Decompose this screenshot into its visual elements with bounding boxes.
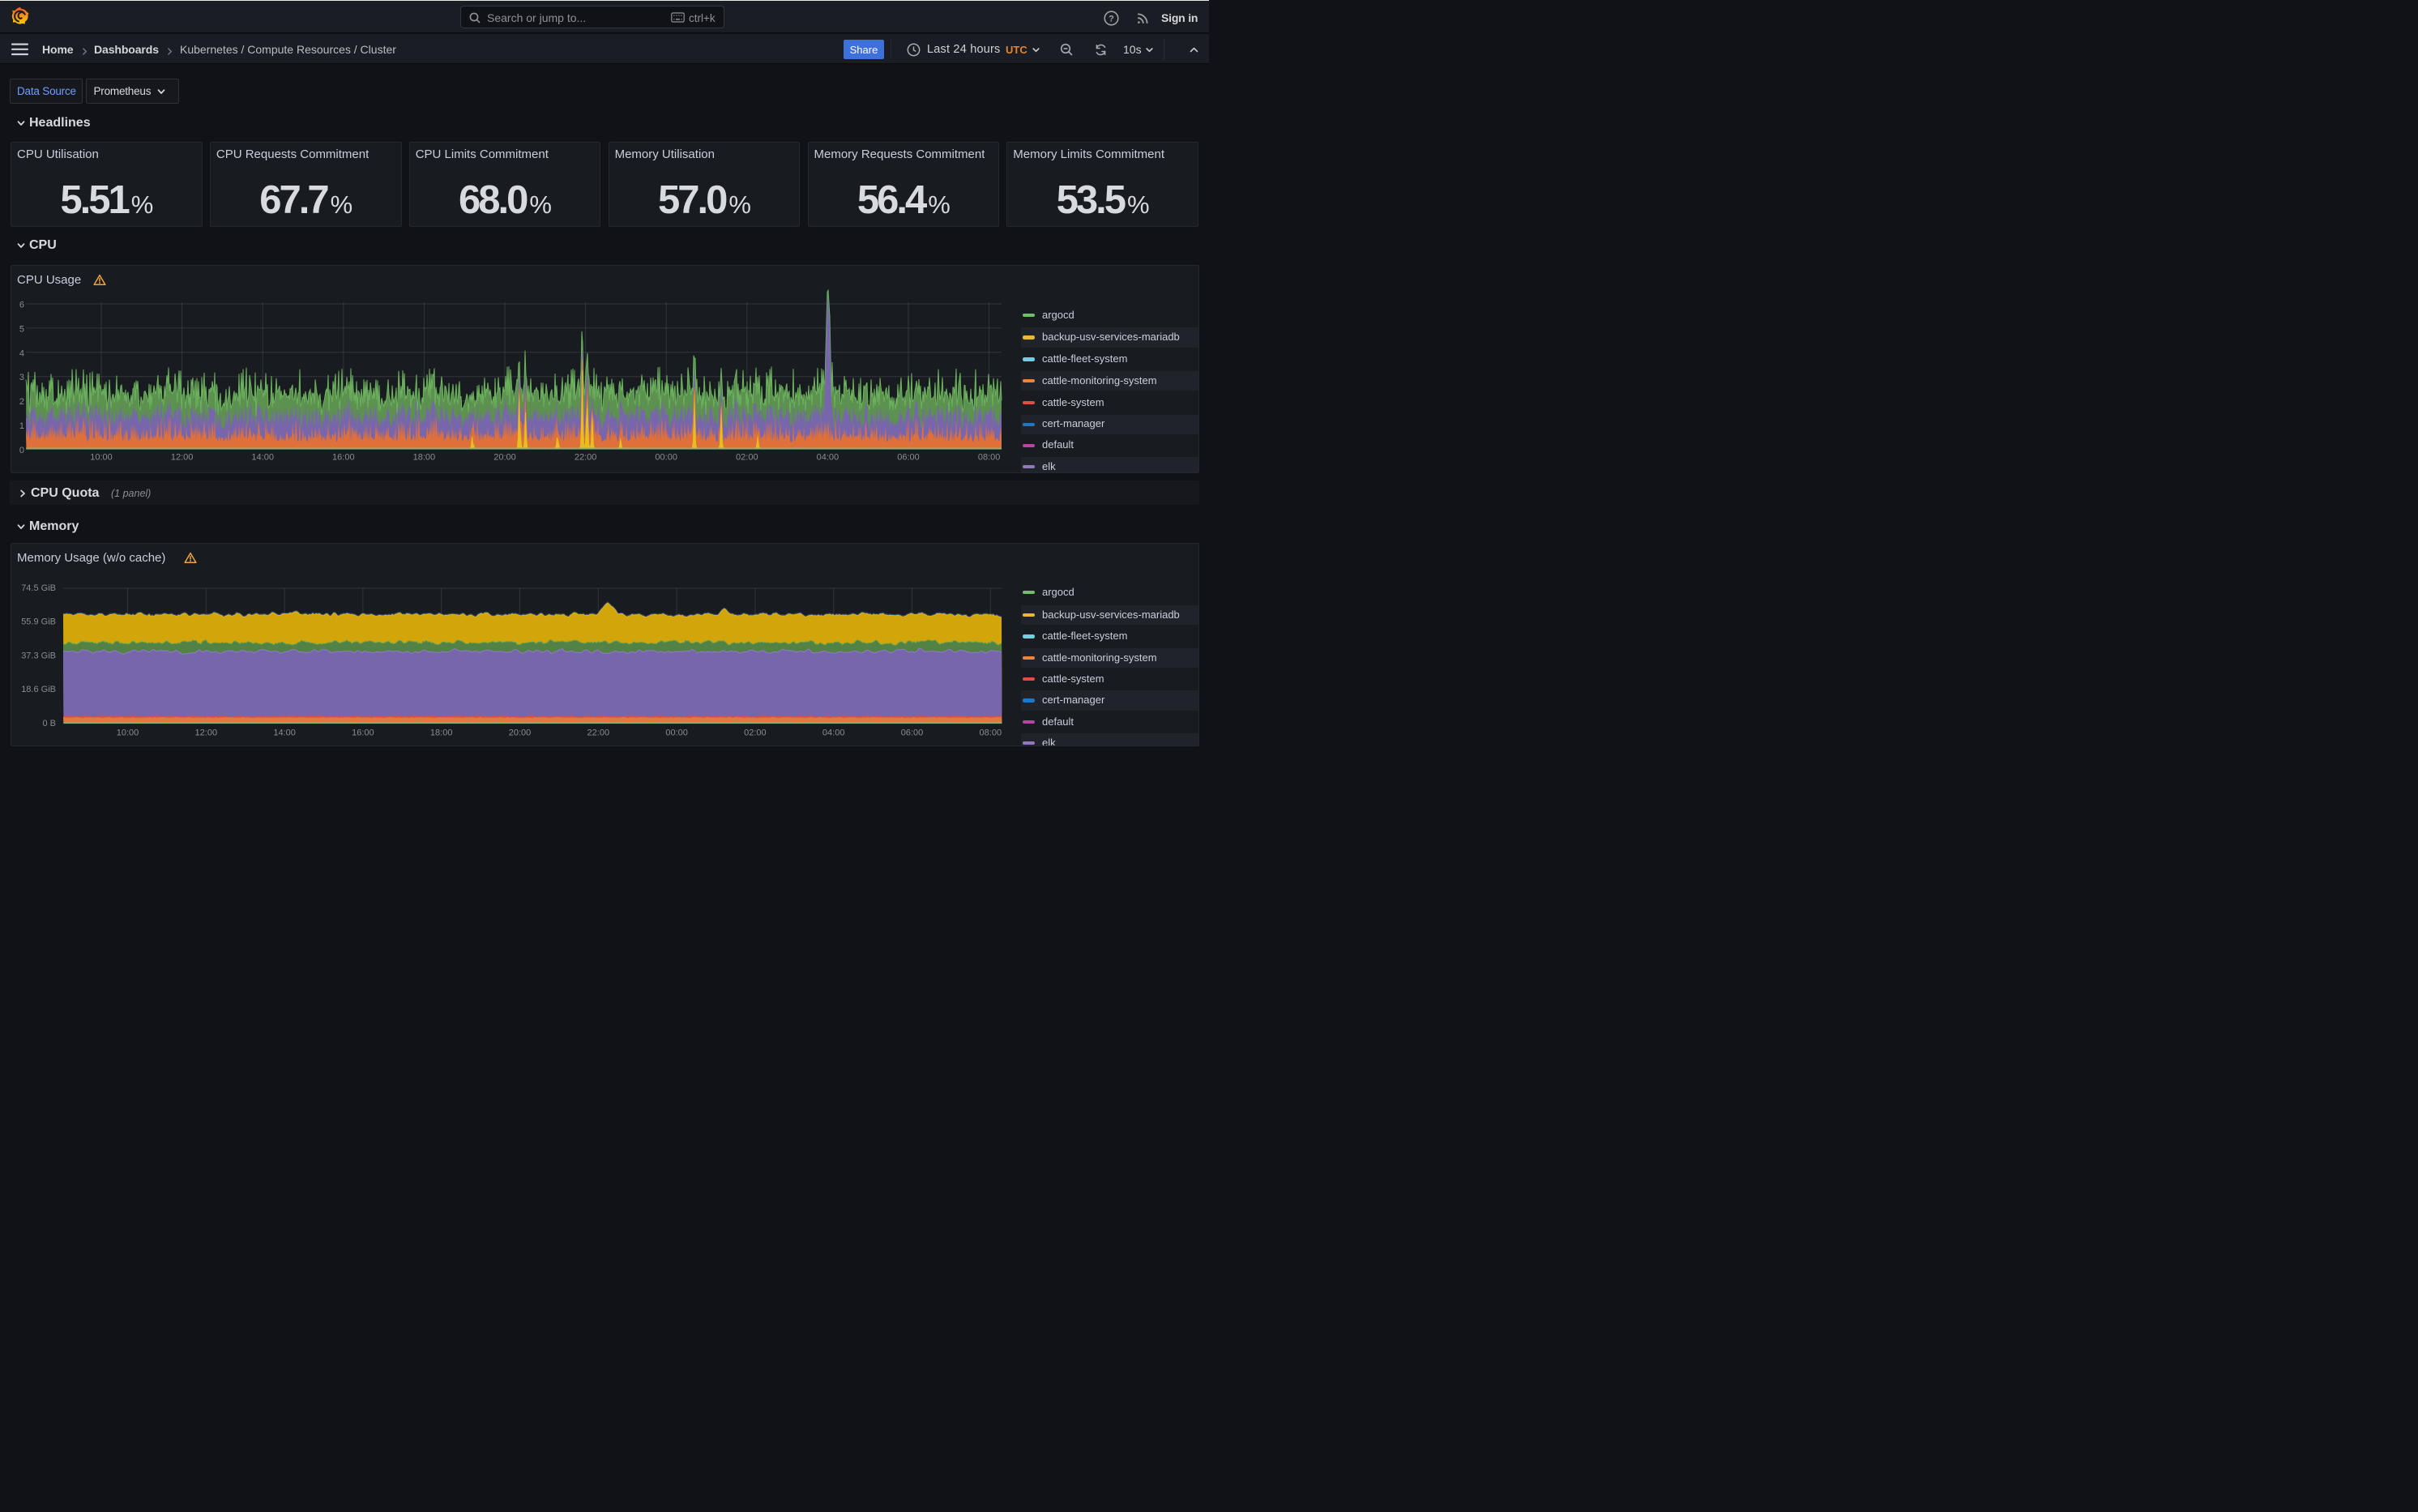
svg-text:1: 1 [19,421,24,431]
svg-text:06:00: 06:00 [897,453,920,463]
svg-text:18.6 GiB: 18.6 GiB [21,685,56,694]
svg-text:08:00: 08:00 [978,453,1001,463]
svg-text:14:00: 14:00 [251,453,274,463]
svg-text:2: 2 [19,397,24,407]
svg-text:00:00: 00:00 [655,453,677,463]
svg-text:04:00: 04:00 [817,453,839,463]
svg-text:4: 4 [19,348,24,358]
svg-text:22:00: 22:00 [587,728,610,738]
svg-text:12:00: 12:00 [171,453,194,463]
svg-text:02:00: 02:00 [744,728,767,738]
svg-text:18:00: 18:00 [413,453,436,463]
svg-text:04:00: 04:00 [822,728,845,738]
svg-text:0 B: 0 B [42,719,56,728]
svg-text:10:00: 10:00 [117,728,139,738]
svg-text:18:00: 18:00 [430,728,453,738]
svg-text:20:00: 20:00 [509,728,532,738]
svg-text:55.9 GiB: 55.9 GiB [21,617,56,627]
svg-text:06:00: 06:00 [901,728,924,738]
svg-text:14:00: 14:00 [273,728,296,738]
svg-text:10:00: 10:00 [90,453,113,463]
svg-text:6: 6 [19,301,24,310]
svg-text:16:00: 16:00 [352,728,374,738]
svg-text:37.3 GiB: 37.3 GiB [21,651,56,660]
svg-text:16:00: 16:00 [332,453,355,463]
svg-text:5: 5 [19,324,24,334]
svg-text:12:00: 12:00 [195,728,218,738]
svg-text:22:00: 22:00 [575,453,597,463]
svg-text:08:00: 08:00 [980,728,1002,738]
svg-text:0: 0 [19,446,24,455]
svg-text:74.5 GiB: 74.5 GiB [21,583,56,593]
svg-text:3: 3 [19,373,24,382]
svg-text:02:00: 02:00 [736,453,758,463]
svg-text:20:00: 20:00 [493,453,516,463]
svg-text:?: ? [1109,14,1114,23]
svg-text:00:00: 00:00 [665,728,688,738]
